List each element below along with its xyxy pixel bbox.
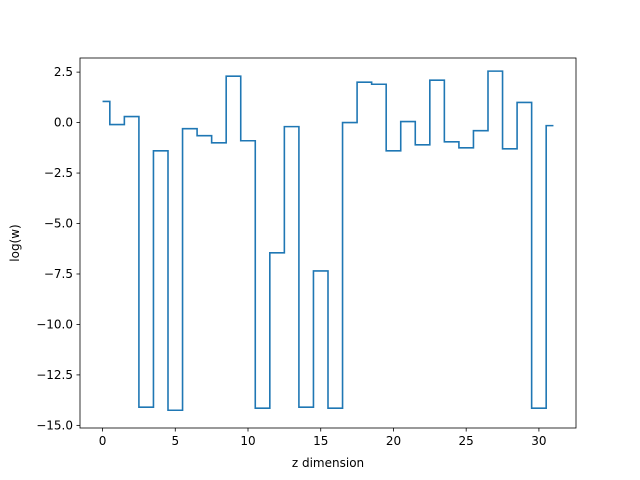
y-ticks: 2.5 0.0 −2.5 −5.0 −7.5 −10.0 −12.5 −15.0: [36, 65, 80, 432]
axes: [79, 57, 577, 429]
x-ticks: 0 5 10 15 20 25 30: [99, 428, 547, 448]
y-tick-label: −7.5: [44, 267, 73, 281]
y-tick-label: −15.0: [36, 418, 73, 432]
axes-frame: [79, 57, 577, 429]
x-tick-label: 0: [99, 434, 107, 448]
x-tick-label: 30: [531, 434, 546, 448]
series-layer: [102, 70, 554, 412]
x-tick-label: 15: [313, 434, 328, 448]
y-tick-label: 0.0: [54, 116, 73, 130]
x-tick-label: 10: [240, 434, 255, 448]
y-tick-label: −10.0: [36, 317, 73, 331]
y-tick-label: −5.0: [44, 217, 73, 231]
y-tick-label: −12.5: [36, 368, 73, 382]
x-tick-label: 20: [386, 434, 401, 448]
x-axis-label: z dimension: [292, 456, 364, 470]
x-tick-label: 5: [171, 434, 179, 448]
series-line-0: [102, 70, 554, 412]
y-tick-label: 2.5: [54, 65, 73, 79]
x-tick-label: 25: [459, 434, 474, 448]
y-axis-label: log(w): [8, 224, 22, 261]
y-tick-label: −2.5: [44, 166, 73, 180]
